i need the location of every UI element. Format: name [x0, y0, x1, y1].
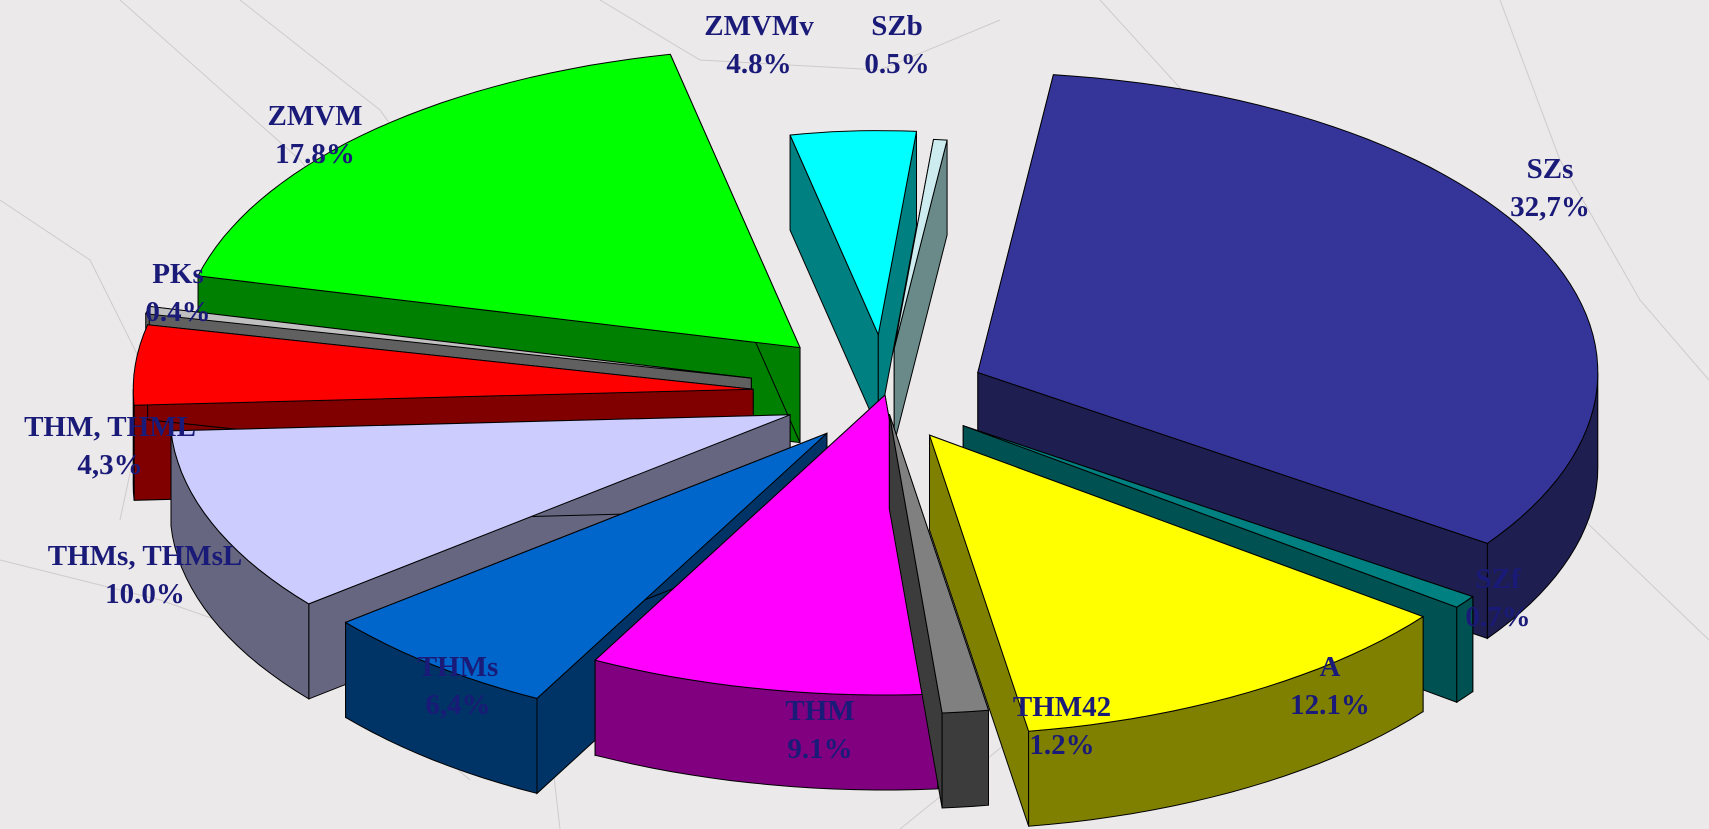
slice-label-8: PKs 0.4% [145, 258, 210, 328]
pie-slice-11 [893, 138, 948, 444]
slice-top [594, 394, 939, 696]
slice-top [132, 324, 754, 406]
slice-name: SZb [871, 10, 923, 42]
pie-slice-4 [594, 393, 939, 791]
slice-top [977, 74, 1599, 544]
slice-name: THM42 [1013, 691, 1111, 723]
slice-label-4: THM 9.1% [785, 695, 854, 765]
slice-name: A [1320, 651, 1341, 683]
pie-labels: SZs 32,7%SZf 0.7%A 12.1%THM42 1.2%THM 9.1%THM… [24, 10, 1590, 765]
slice-percent: 10.0% [105, 578, 185, 610]
slice-percent: 17.8% [275, 138, 355, 170]
slice-label-0: SZs 32,7% [1510, 153, 1590, 223]
slice-name: PKs [152, 258, 204, 290]
slice-percent: 0.7% [1465, 601, 1530, 633]
slice-top [197, 53, 801, 349]
slice-top [928, 434, 1425, 732]
slice-label-5: THMs 6,4% [418, 651, 499, 721]
slice-percent: 4,3% [77, 449, 142, 481]
slice-outer-wall [941, 709, 989, 809]
slice-percent: 0.5% [864, 48, 929, 80]
slice-label-1: SZf 0.7% [1465, 563, 1530, 633]
slice-label-11: SZb 0.5% [864, 10, 929, 80]
slice-percent: 12.1% [1290, 689, 1370, 721]
pie-slice-10 [789, 130, 918, 430]
slice-name: THM, THML [24, 411, 196, 443]
slice-name: SZf [1475, 563, 1520, 595]
slice-name: ZMVMv [704, 10, 814, 42]
pie-slice-2 [928, 434, 1425, 827]
slice-label-3: THM42 1.2% [1013, 691, 1111, 761]
slice-label-2: A 12.1% [1290, 651, 1370, 721]
slice-top [893, 138, 948, 349]
slice-percent: 4.8% [726, 48, 791, 80]
pie-slices [132, 53, 1599, 827]
slice-top [789, 130, 918, 337]
slice-top [344, 432, 828, 699]
slice-label-9: ZMVM 17.8% [267, 100, 362, 170]
slice-percent: 1.2% [1029, 729, 1094, 761]
slice-percent: 6,4% [425, 689, 490, 721]
slice-outer-wall [132, 389, 135, 501]
slice-percent: 9.1% [787, 733, 852, 765]
slice-top [963, 425, 1474, 608]
pie-slice-3 [888, 413, 990, 809]
slice-name: SZs [1527, 153, 1574, 185]
slice-label-7: THM, THML 4,3% [24, 411, 196, 481]
slice-top [888, 413, 990, 714]
slice-name: THMs, THMsL [48, 540, 242, 572]
slice-percent: 32,7% [1510, 191, 1590, 223]
slice-label-10: ZMVMv 4.8% [704, 10, 814, 80]
slice-name: THMs [418, 651, 499, 683]
slice-top [144, 305, 752, 379]
slice-name: THM [785, 695, 854, 727]
slice-name: ZMVM [267, 100, 362, 132]
slice-top [170, 414, 791, 605]
slice-percent: 0.4% [145, 296, 210, 328]
slice-label-6: THMs, THMsL 10.0% [48, 540, 242, 610]
